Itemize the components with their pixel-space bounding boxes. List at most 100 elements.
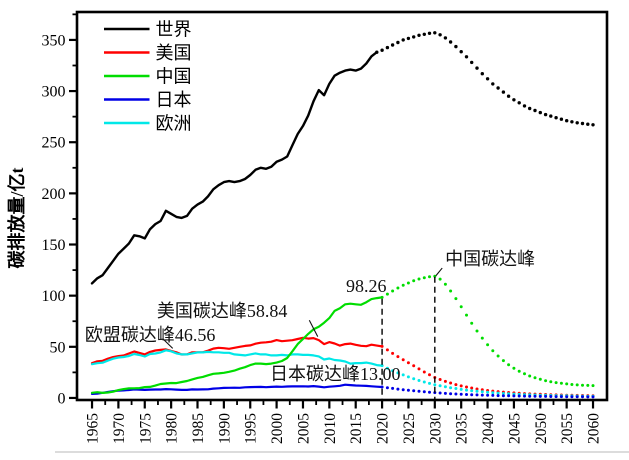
series-solid-日本	[90, 383, 384, 395]
x-tick-label: 2025	[401, 413, 418, 444]
projected-dot	[438, 391, 442, 395]
projected-dot	[380, 48, 384, 52]
projected-dot	[380, 364, 384, 368]
projected-dot	[385, 348, 389, 352]
projected-dot	[401, 283, 405, 287]
projected-dot	[517, 394, 521, 398]
projected-dot	[459, 387, 463, 391]
projected-dot	[454, 383, 458, 387]
series-projected-中国	[380, 274, 595, 388]
projected-dot	[570, 395, 574, 399]
projected-dot	[475, 389, 479, 393]
projected-dot	[449, 381, 453, 385]
projected-dot	[496, 354, 500, 358]
y-tick-label: 350	[42, 32, 66, 49]
projected-dot	[512, 98, 516, 102]
projected-dot	[459, 392, 463, 396]
projected-dot	[422, 370, 426, 374]
projected-dot	[580, 121, 585, 126]
projected-dot	[581, 395, 584, 399]
projected-dot	[501, 90, 506, 94]
x-tick-label: 2015	[348, 413, 365, 444]
legend-label: 日本	[156, 90, 192, 110]
projected-dot	[465, 388, 468, 392]
peak-marker-dashed-lines	[381, 276, 436, 400]
projected-dot	[465, 385, 468, 389]
x-tick-label: 2055	[559, 413, 576, 444]
series-solid-世界	[90, 51, 378, 285]
projected-dot	[375, 50, 379, 54]
series-solid-美国	[90, 336, 384, 365]
x-tick-label: 2040	[480, 413, 497, 444]
projected-dot	[591, 384, 595, 388]
projected-dot	[486, 343, 490, 347]
projected-dot	[570, 120, 574, 124]
projected-dot	[491, 349, 495, 353]
series-solid-中国	[90, 296, 384, 394]
projected-dot	[470, 393, 474, 397]
y-tick-label: 100	[42, 288, 66, 305]
projected-dot	[480, 72, 484, 76]
projected-dot	[459, 384, 463, 388]
projected-dot	[475, 329, 479, 333]
annotation-label: 美国碳达峰58.84	[157, 301, 288, 321]
projected-dot	[443, 36, 448, 40]
x-tick-label: 2020	[375, 413, 392, 444]
projected-dot	[591, 395, 595, 399]
x-tick-label: 2030	[427, 413, 444, 444]
projected-dot	[549, 395, 553, 398]
projected-dot	[544, 379, 548, 383]
projected-dot	[565, 395, 569, 399]
projected-dot	[470, 60, 474, 65]
projected-dot	[385, 45, 390, 50]
annotation-label: 欧盟碳达峰46.56	[85, 325, 216, 345]
projected-dot	[396, 355, 400, 359]
projected-dot	[523, 372, 526, 376]
projected-dot	[528, 374, 532, 378]
projected-dot	[428, 275, 431, 279]
projected-dot	[533, 376, 537, 380]
legend-label: 美国	[156, 43, 192, 63]
projected-dot	[380, 344, 384, 348]
projected-dot	[401, 373, 405, 377]
projected-dot	[448, 40, 453, 44]
projected-dot	[559, 381, 563, 385]
projected-dot	[559, 395, 563, 399]
x-tick-label: 2005	[296, 413, 313, 444]
x-tick-label: 2035	[454, 413, 471, 444]
projected-dot	[512, 394, 516, 398]
projected-dot	[438, 277, 442, 281]
projected-dot	[391, 386, 395, 390]
annotation-leader-line	[308, 319, 319, 337]
legend-label: 欧洲	[156, 114, 192, 134]
x-tick-label: 2050	[533, 413, 550, 444]
projected-dot	[396, 40, 400, 45]
projected-dot	[465, 393, 468, 396]
projected-dot	[391, 289, 395, 293]
projected-dot	[507, 363, 511, 367]
series-projected-日本	[380, 385, 595, 399]
projected-dot	[517, 369, 521, 373]
x-tick-label: 1970	[111, 413, 128, 444]
projected-dot	[586, 395, 590, 399]
projected-dot	[449, 386, 453, 390]
projected-dot	[475, 66, 479, 70]
projected-dot	[475, 393, 479, 397]
projected-dot	[591, 123, 595, 127]
x-tick-label: 1985	[190, 413, 207, 444]
annotation-leader-line	[435, 267, 443, 277]
projected-dot	[396, 286, 400, 290]
projected-dot	[549, 380, 553, 384]
projected-dot	[443, 385, 447, 389]
projected-dot	[396, 387, 400, 391]
projected-dot	[575, 121, 579, 125]
projected-dot	[428, 390, 431, 394]
projected-dot	[464, 55, 469, 59]
projected-dot	[565, 382, 569, 386]
y-tick-label: 0	[58, 390, 66, 407]
projected-dot	[554, 116, 558, 120]
projected-dot	[406, 281, 410, 285]
